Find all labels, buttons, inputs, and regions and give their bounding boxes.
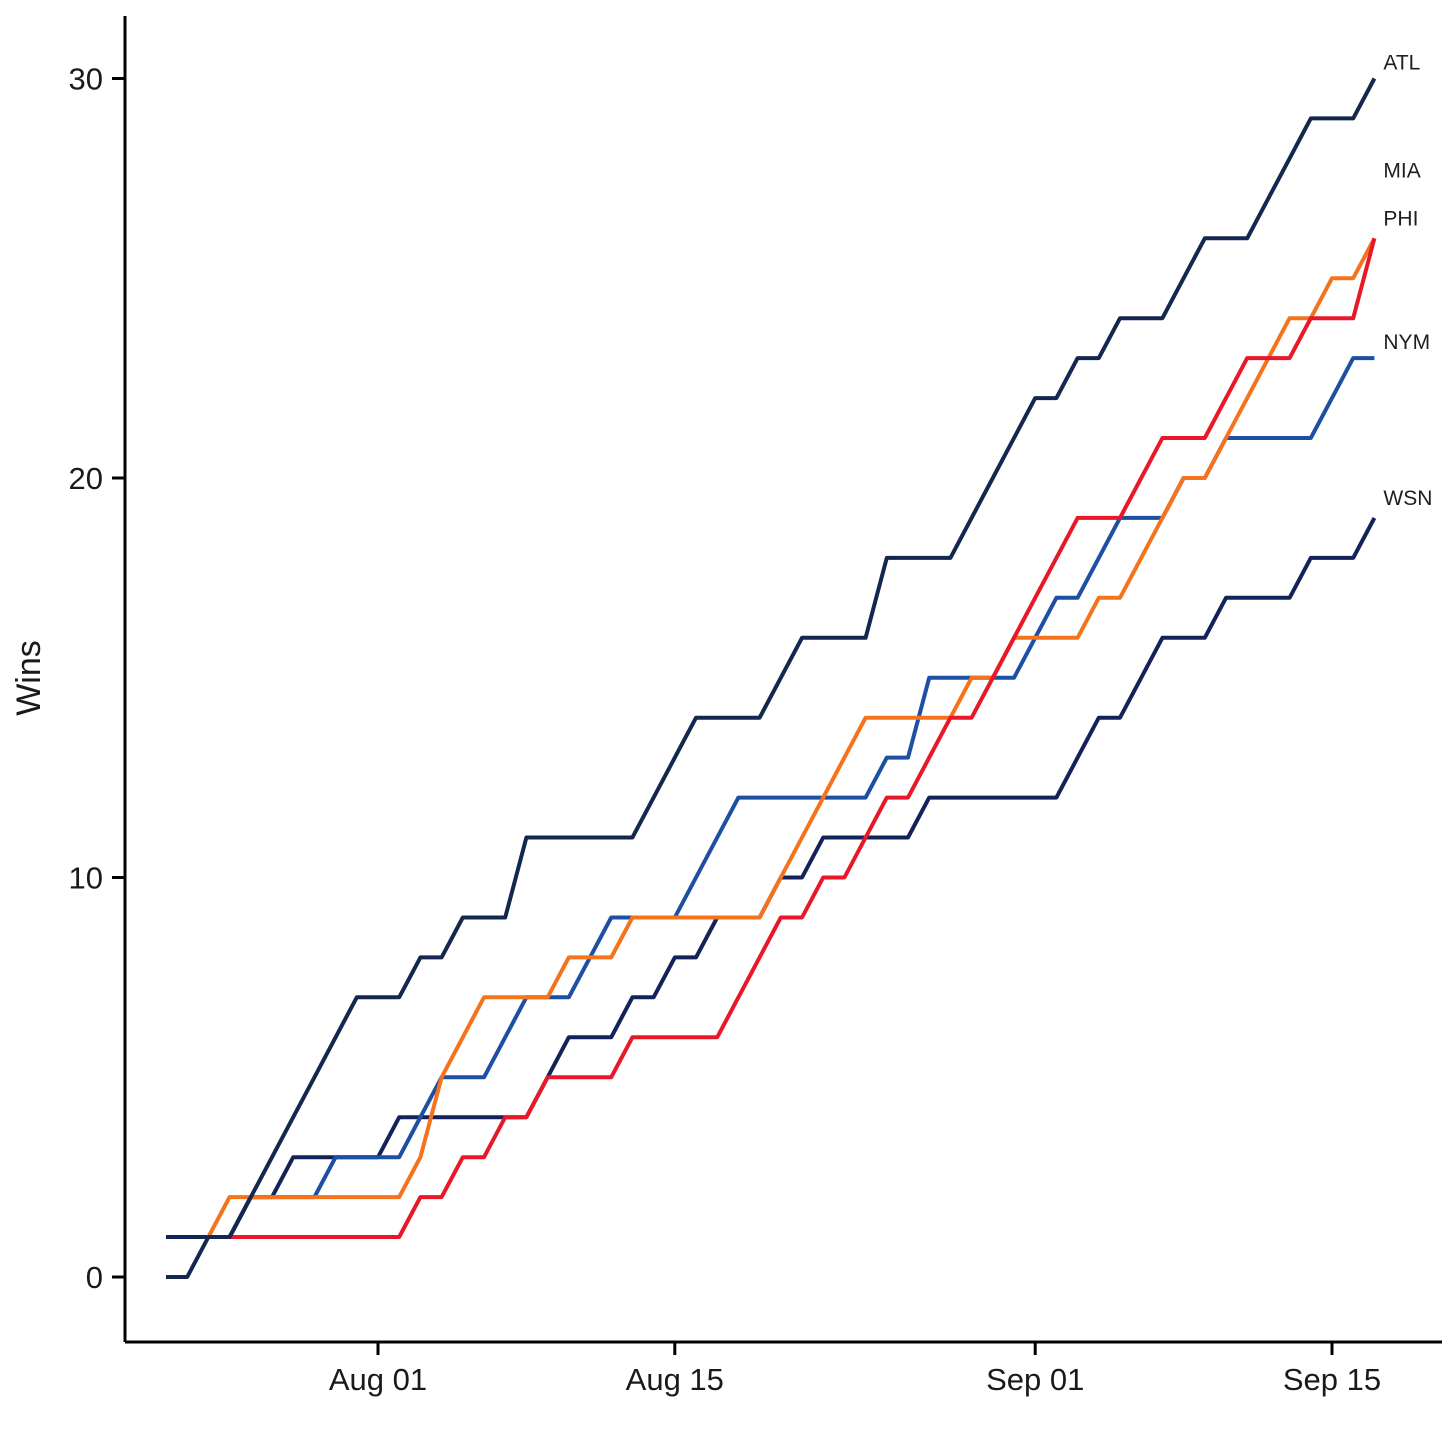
y-tick-label: 0 xyxy=(86,1260,103,1295)
series-label-phi: PHI xyxy=(1383,207,1418,230)
series-lines xyxy=(166,77,1377,1279)
y-tick-label: 10 xyxy=(69,861,103,896)
axes xyxy=(123,16,1442,1344)
series-line-mia xyxy=(206,237,1377,1238)
series-end-labels: WSN NYM MIA PHI ATL xyxy=(1383,52,1432,510)
series-line-wsn xyxy=(166,516,1377,1239)
axis-tick-labels: 0 10 20 30 Aug 01 Aug 15 Sep 01 Sep 15 xyxy=(69,62,1382,1398)
series-label-atl: ATL xyxy=(1383,52,1420,75)
series-label-wsn: WSN xyxy=(1383,487,1432,510)
x-tick-label: Aug 15 xyxy=(626,1362,724,1397)
x-tick-label: Sep 15 xyxy=(1283,1362,1381,1397)
y-tick-label: 30 xyxy=(69,62,103,97)
y-axis-title: Wins xyxy=(10,640,48,716)
axis-ticks xyxy=(112,77,1334,1355)
series-line-atl xyxy=(166,77,1377,1279)
series-line-phi xyxy=(229,237,1377,1239)
y-tick-label: 20 xyxy=(69,461,103,496)
series-line-nym xyxy=(208,356,1375,1239)
x-tick-label: Aug 01 xyxy=(329,1362,427,1397)
series-label-nym: NYM xyxy=(1383,331,1430,354)
series-label-mia: MIA xyxy=(1383,159,1420,182)
x-tick-label: Sep 01 xyxy=(986,1362,1084,1397)
